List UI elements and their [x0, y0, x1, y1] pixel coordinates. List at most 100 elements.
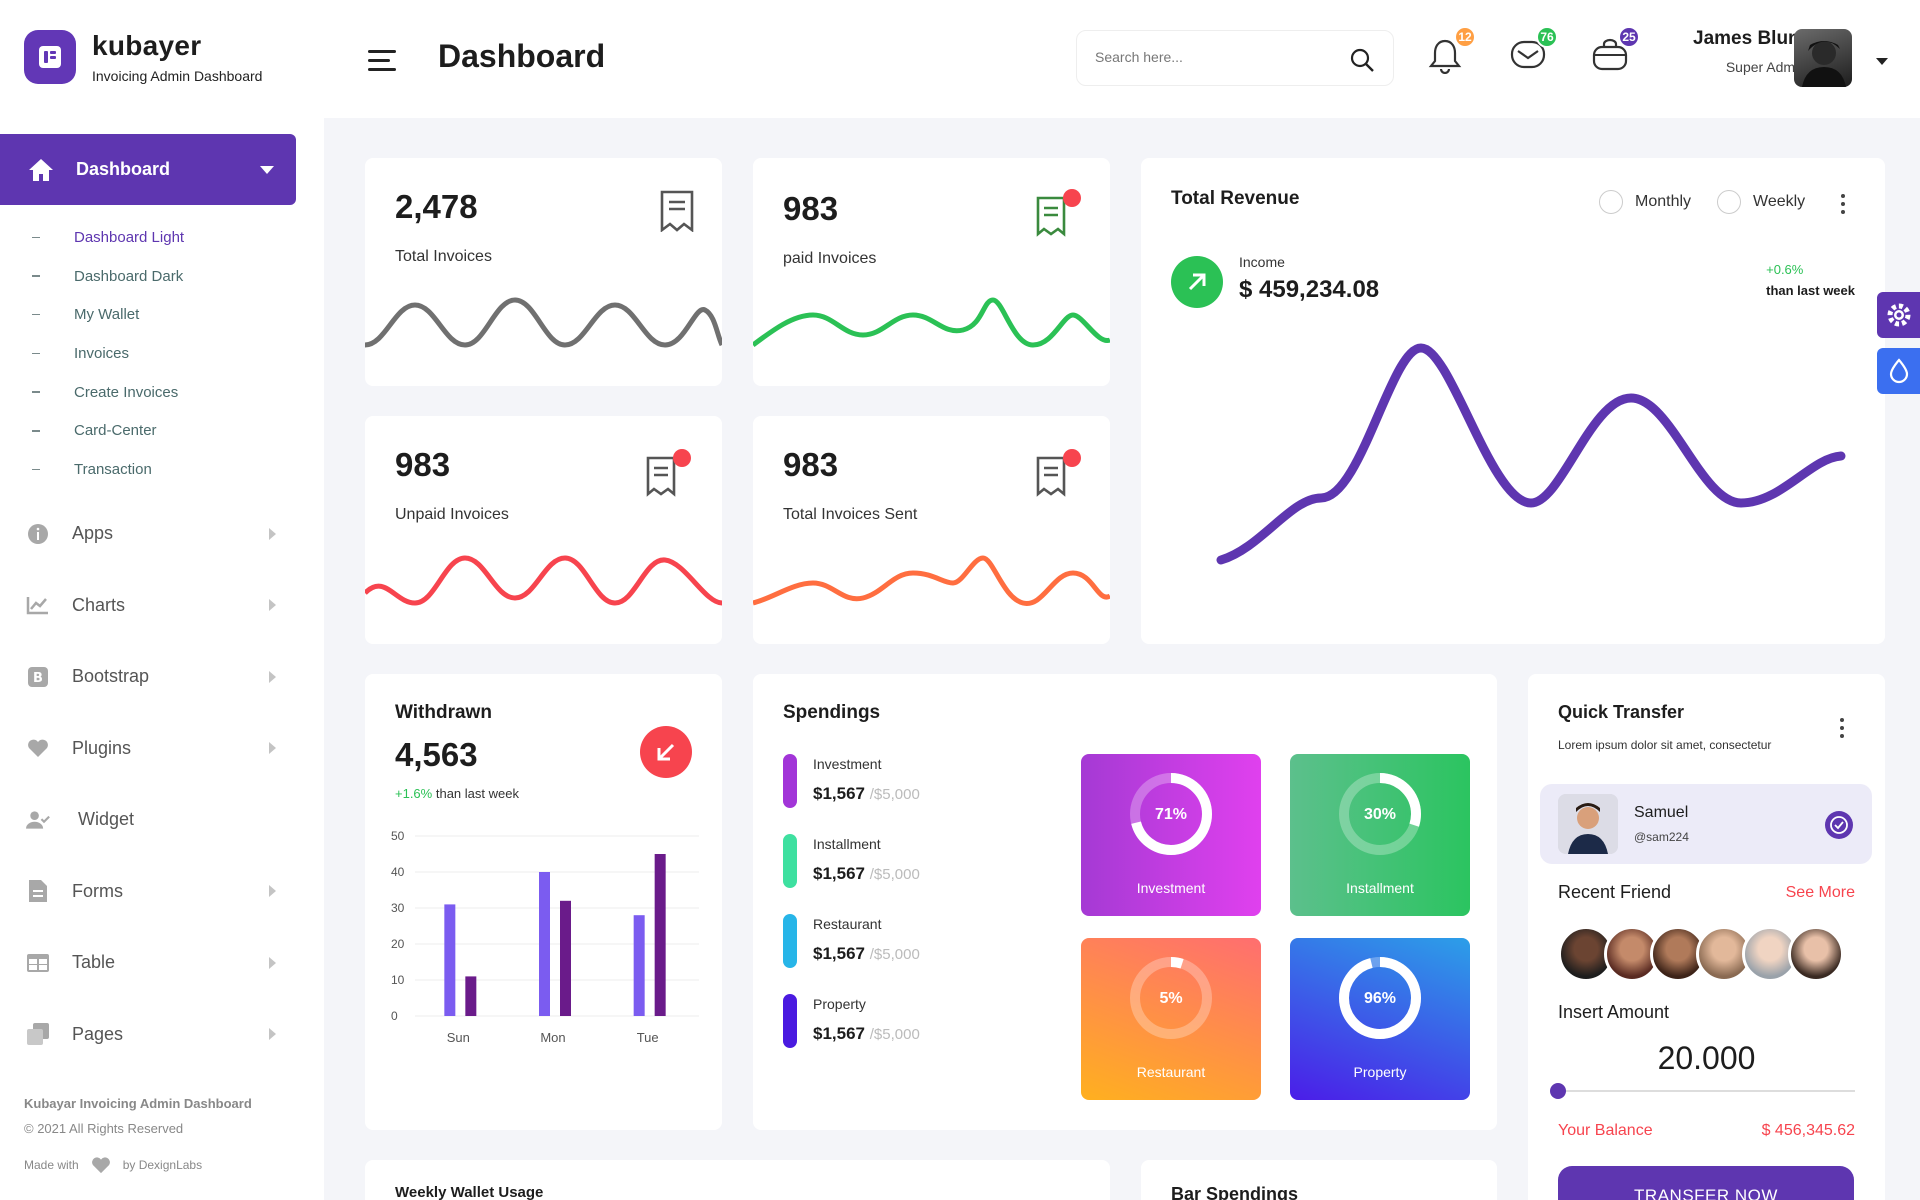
spendings-card: Spendings Investment $1,567 /$5,000 Insta…: [753, 674, 1497, 1130]
submenu-my-wallet[interactable]: My Wallet: [32, 295, 184, 334]
weekly-wallet-card: Weekly Wallet Usage: [365, 1160, 1110, 1200]
radio-weekly[interactable]: Weekly: [1717, 190, 1805, 214]
bar[interactable]: [539, 872, 550, 1016]
revenue-change: +0.6%: [1766, 262, 1804, 277]
slider-handle[interactable]: [1550, 1083, 1566, 1099]
bar[interactable]: [444, 904, 456, 1016]
quick-transfer-subtitle: Lorem ipsum dolor sit amet, consectetur: [1558, 738, 1772, 752]
friend-avatar[interactable]: [1650, 926, 1706, 982]
selected-contact[interactable]: Samuel @sam224: [1540, 784, 1872, 864]
sidebar-item-apps[interactable]: Apps: [26, 498, 276, 570]
transfer-now-button[interactable]: TRANSFER NOW: [1558, 1166, 1854, 1200]
y-tick-label: 50: [391, 829, 405, 843]
radio-monthly[interactable]: Monthly: [1599, 190, 1691, 214]
chevron-right-icon: [269, 670, 276, 683]
submenu-dashboard-light[interactable]: Dashboard Light: [32, 218, 184, 257]
withdrawn-card: Withdrawn 4,563 +1.6% than last week 0 10…: [365, 674, 722, 1130]
bar-spendings-title: Bar Spendings: [1171, 1184, 1299, 1200]
user-info[interactable]: James Blunt Super Admin: [1666, 28, 1806, 75]
submenu-transaction[interactable]: Transaction: [32, 450, 184, 489]
recent-friends-list: [1558, 926, 1844, 982]
bootstrap-icon: B: [26, 665, 50, 689]
tile-restaurant[interactable]: 5% Restaurant: [1081, 938, 1261, 1100]
tile-property[interactable]: 96% Property: [1290, 938, 1470, 1100]
mail-icon: [1510, 40, 1546, 69]
notification-button[interactable]: 12: [1428, 26, 1476, 78]
messages-button[interactable]: 76: [1510, 26, 1558, 78]
footer-copyright: © 2021 All Rights Reserved: [24, 1121, 184, 1136]
sidebar-item-plugins[interactable]: Plugins: [26, 713, 276, 785]
main-nav: Apps Charts B Bootstrap Plugins Widget F…: [26, 498, 276, 1070]
withdraw-down-icon: [640, 726, 692, 778]
sidebar-item-pages[interactable]: Pages: [26, 999, 276, 1071]
submenu-card-center[interactable]: Card-Center: [32, 411, 184, 450]
property-donut: [1339, 957, 1421, 1039]
spending-investment: Investment $1,567 /$5,000: [783, 754, 920, 808]
bar[interactable]: [654, 854, 666, 1016]
stat-value: 983: [395, 446, 451, 483]
cart-button[interactable]: 25: [1592, 26, 1640, 78]
amount-value[interactable]: 20.000: [1657, 1040, 1756, 1076]
sidebar-item-charts[interactable]: Charts: [26, 570, 276, 642]
sidebar-item-widget[interactable]: Widget: [26, 784, 276, 856]
user-role: Super Admin: [1725, 59, 1806, 75]
donut-fill: [1130, 957, 1212, 1039]
avatar[interactable]: [1794, 29, 1852, 87]
receipt-alert-icon: [1036, 189, 1081, 237]
income-label: Income: [1239, 254, 1285, 270]
sidebar-item-bootstrap[interactable]: B Bootstrap: [26, 641, 276, 713]
more-options-icon[interactable]: [1841, 194, 1845, 218]
bar[interactable]: [633, 915, 645, 1016]
chevron-right-icon: [269, 742, 276, 755]
submenu-dashboard-dark[interactable]: Dashboard Dark: [32, 257, 184, 296]
sparkline: [753, 555, 1110, 606]
chevron-right-icon: [269, 527, 276, 540]
revenue-title: Total Revenue: [1171, 188, 1300, 209]
donut-fill: [1339, 957, 1421, 1039]
sidebar-item-table[interactable]: Table: [26, 927, 276, 999]
stat-label: Total Invoices Sent: [783, 506, 918, 523]
amount-slider[interactable]: [1550, 1083, 1855, 1099]
file-icon: [26, 879, 50, 903]
footer-by: by DexignLabs: [122, 1158, 203, 1172]
stat-label: Unpaid Invoices: [395, 506, 509, 523]
brand-subtitle: Invoicing Admin Dashboard: [92, 68, 263, 84]
tile-investment[interactable]: 71% Investment: [1081, 754, 1261, 916]
y-tick-label: 0: [391, 1009, 398, 1023]
balance-value: $ 456,345.62: [1761, 1122, 1855, 1139]
restaurant-donut: [1130, 957, 1212, 1039]
sparkline: [365, 297, 722, 348]
menu-toggle-icon[interactable]: [368, 50, 396, 77]
bar[interactable]: [465, 976, 477, 1016]
settings-button[interactable]: [1877, 292, 1920, 338]
withdrawn-change: +1.6%: [395, 786, 433, 801]
user-menu-caret-icon[interactable]: [1876, 58, 1888, 65]
stat-card-unpaid-invoices: 983 Unpaid Invoices: [365, 416, 722, 644]
chevron-right-icon: [269, 956, 276, 969]
quick-transfer-title: Quick Transfer: [1558, 702, 1685, 722]
user-name: James Blunt: [1693, 28, 1806, 49]
heart-icon: [91, 1157, 110, 1174]
spending-property: Property $1,567 /$5,000: [783, 994, 920, 1048]
stat-label: paid Invoices: [783, 250, 877, 267]
pages-icon: [26, 1022, 50, 1046]
sidebar-item-dashboard[interactable]: Dashboard: [0, 134, 296, 205]
y-tick-label: 40: [391, 865, 405, 879]
friend-avatar[interactable]: [1788, 926, 1844, 982]
more-options-icon[interactable]: [1840, 718, 1844, 742]
brand[interactable]: kubayer Invoicing Admin Dashboard: [24, 30, 262, 84]
income-up-icon: [1171, 256, 1223, 308]
svg-text:B: B: [33, 671, 43, 686]
search-input[interactable]: [1095, 49, 1335, 65]
theme-button[interactable]: [1877, 348, 1920, 394]
submenu-invoices[interactable]: Invoices: [32, 334, 184, 373]
search-icon[interactable]: [1349, 47, 1375, 73]
submenu-create-invoices[interactable]: Create Invoices: [32, 373, 184, 412]
stat-card-paid-invoices: 983 paid Invoices: [753, 158, 1110, 386]
quick-transfer-card: Quick Transfer Lorem ipsum dolor sit ame…: [1528, 674, 1885, 1200]
sidebar-item-label: Dashboard: [76, 159, 171, 179]
sidebar-item-forms[interactable]: Forms: [26, 856, 276, 928]
see-more-link[interactable]: See More: [1785, 884, 1855, 901]
tile-installment[interactable]: 30% Installment: [1290, 754, 1470, 916]
bar[interactable]: [560, 900, 571, 1016]
